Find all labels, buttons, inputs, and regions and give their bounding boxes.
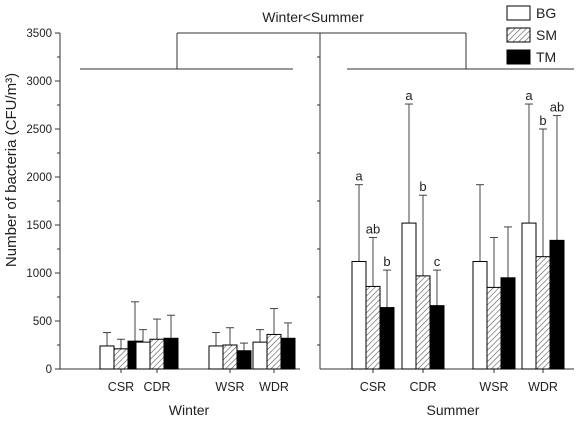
- panel-label-winter: Winter: [169, 402, 210, 418]
- bar-winter-wdr-bg: [252, 341, 268, 370]
- bar-winter-csr-sm: [113, 348, 129, 370]
- bar-winter-cdr-sm: [149, 338, 165, 370]
- y-tick-label: 1500: [26, 220, 52, 232]
- bar-summer-wsr-bg: [472, 260, 488, 370]
- x-tick-label-wsr: WSR: [479, 380, 508, 394]
- significance-letter-cdr-sm: b: [419, 179, 426, 194]
- bar-summer-wsr-tm: [500, 277, 516, 370]
- bar-summer-wdr-tm: [549, 239, 565, 370]
- legend-swatch-bg: [506, 5, 531, 21]
- legend-label-tm: TM: [536, 49, 556, 65]
- bar-winter-cdr-bg: [135, 341, 151, 370]
- significance-letter-cdr-bg: a: [405, 88, 413, 103]
- bar-summer-cdr-bg: [401, 222, 417, 370]
- significance-letter-csr-tm: b: [383, 254, 390, 269]
- y-axis-title: Number of bacteria (CFU/m³): [3, 73, 20, 267]
- bar-winter-wsr-tm: [236, 350, 252, 370]
- x-tick-label-csr: CSR: [360, 380, 386, 394]
- bar-summer-csr-bg: [351, 260, 367, 370]
- y-tick-label: 500: [33, 316, 52, 328]
- bar-summer-wdr-bg: [521, 222, 537, 370]
- x-tick-label-cdr: CDR: [409, 380, 436, 394]
- significance-letter-wdr-bg: a: [525, 88, 533, 103]
- significance-letter-wdr-sm: b: [539, 113, 546, 128]
- bar-winter-wdr-tm: [280, 337, 296, 370]
- x-tick-label-wsr: WSR: [215, 380, 244, 394]
- panel-label-summer: Summer: [427, 402, 480, 418]
- significance-letter-cdr-tm: c: [434, 254, 441, 269]
- y-tick-label: 2000: [26, 172, 52, 184]
- bar-summer-csr-tm: [379, 307, 395, 370]
- bar-winter-csr-bg: [99, 345, 115, 370]
- y-tick-label: 3000: [26, 76, 52, 88]
- y-tick-label: 3500: [26, 28, 52, 40]
- x-tick-label-csr: CSR: [108, 380, 134, 394]
- bar-winter-cdr-tm: [163, 337, 179, 370]
- x-tick-label-wdr: WDR: [528, 380, 558, 394]
- significance-letter-wdr-tm: ab: [550, 100, 564, 115]
- legend-label-sm: SM: [536, 27, 557, 43]
- bar-winter-wsr-sm: [222, 344, 238, 370]
- comparison-annotation: Winter<Summer: [262, 9, 364, 25]
- x-tick-label-cdr: CDR: [143, 380, 170, 394]
- significance-letter-csr-sm: ab: [366, 221, 380, 236]
- bar-summer-cdr-sm: [415, 275, 431, 370]
- legend: BG SM TM: [506, 5, 557, 65]
- significance-letter-csr-bg: a: [355, 169, 363, 184]
- legend-swatch-tm: [506, 49, 531, 65]
- bar-summer-csr-sm: [365, 285, 381, 370]
- bar-winter-wdr-sm: [266, 333, 282, 370]
- legend-swatch-sm: [506, 27, 531, 43]
- y-tick-label: 2500: [26, 124, 52, 136]
- legend-label-bg: BG: [536, 5, 556, 21]
- bar-summer-wsr-sm: [486, 286, 502, 370]
- x-tick-label-wdr: WDR: [259, 380, 289, 394]
- bar-winter-wsr-bg: [208, 345, 224, 370]
- y-tick-label: 0: [46, 364, 52, 376]
- bar-summer-wdr-sm: [535, 256, 551, 370]
- bar-summer-cdr-tm: [429, 305, 445, 370]
- y-tick-label: 1000: [26, 268, 52, 280]
